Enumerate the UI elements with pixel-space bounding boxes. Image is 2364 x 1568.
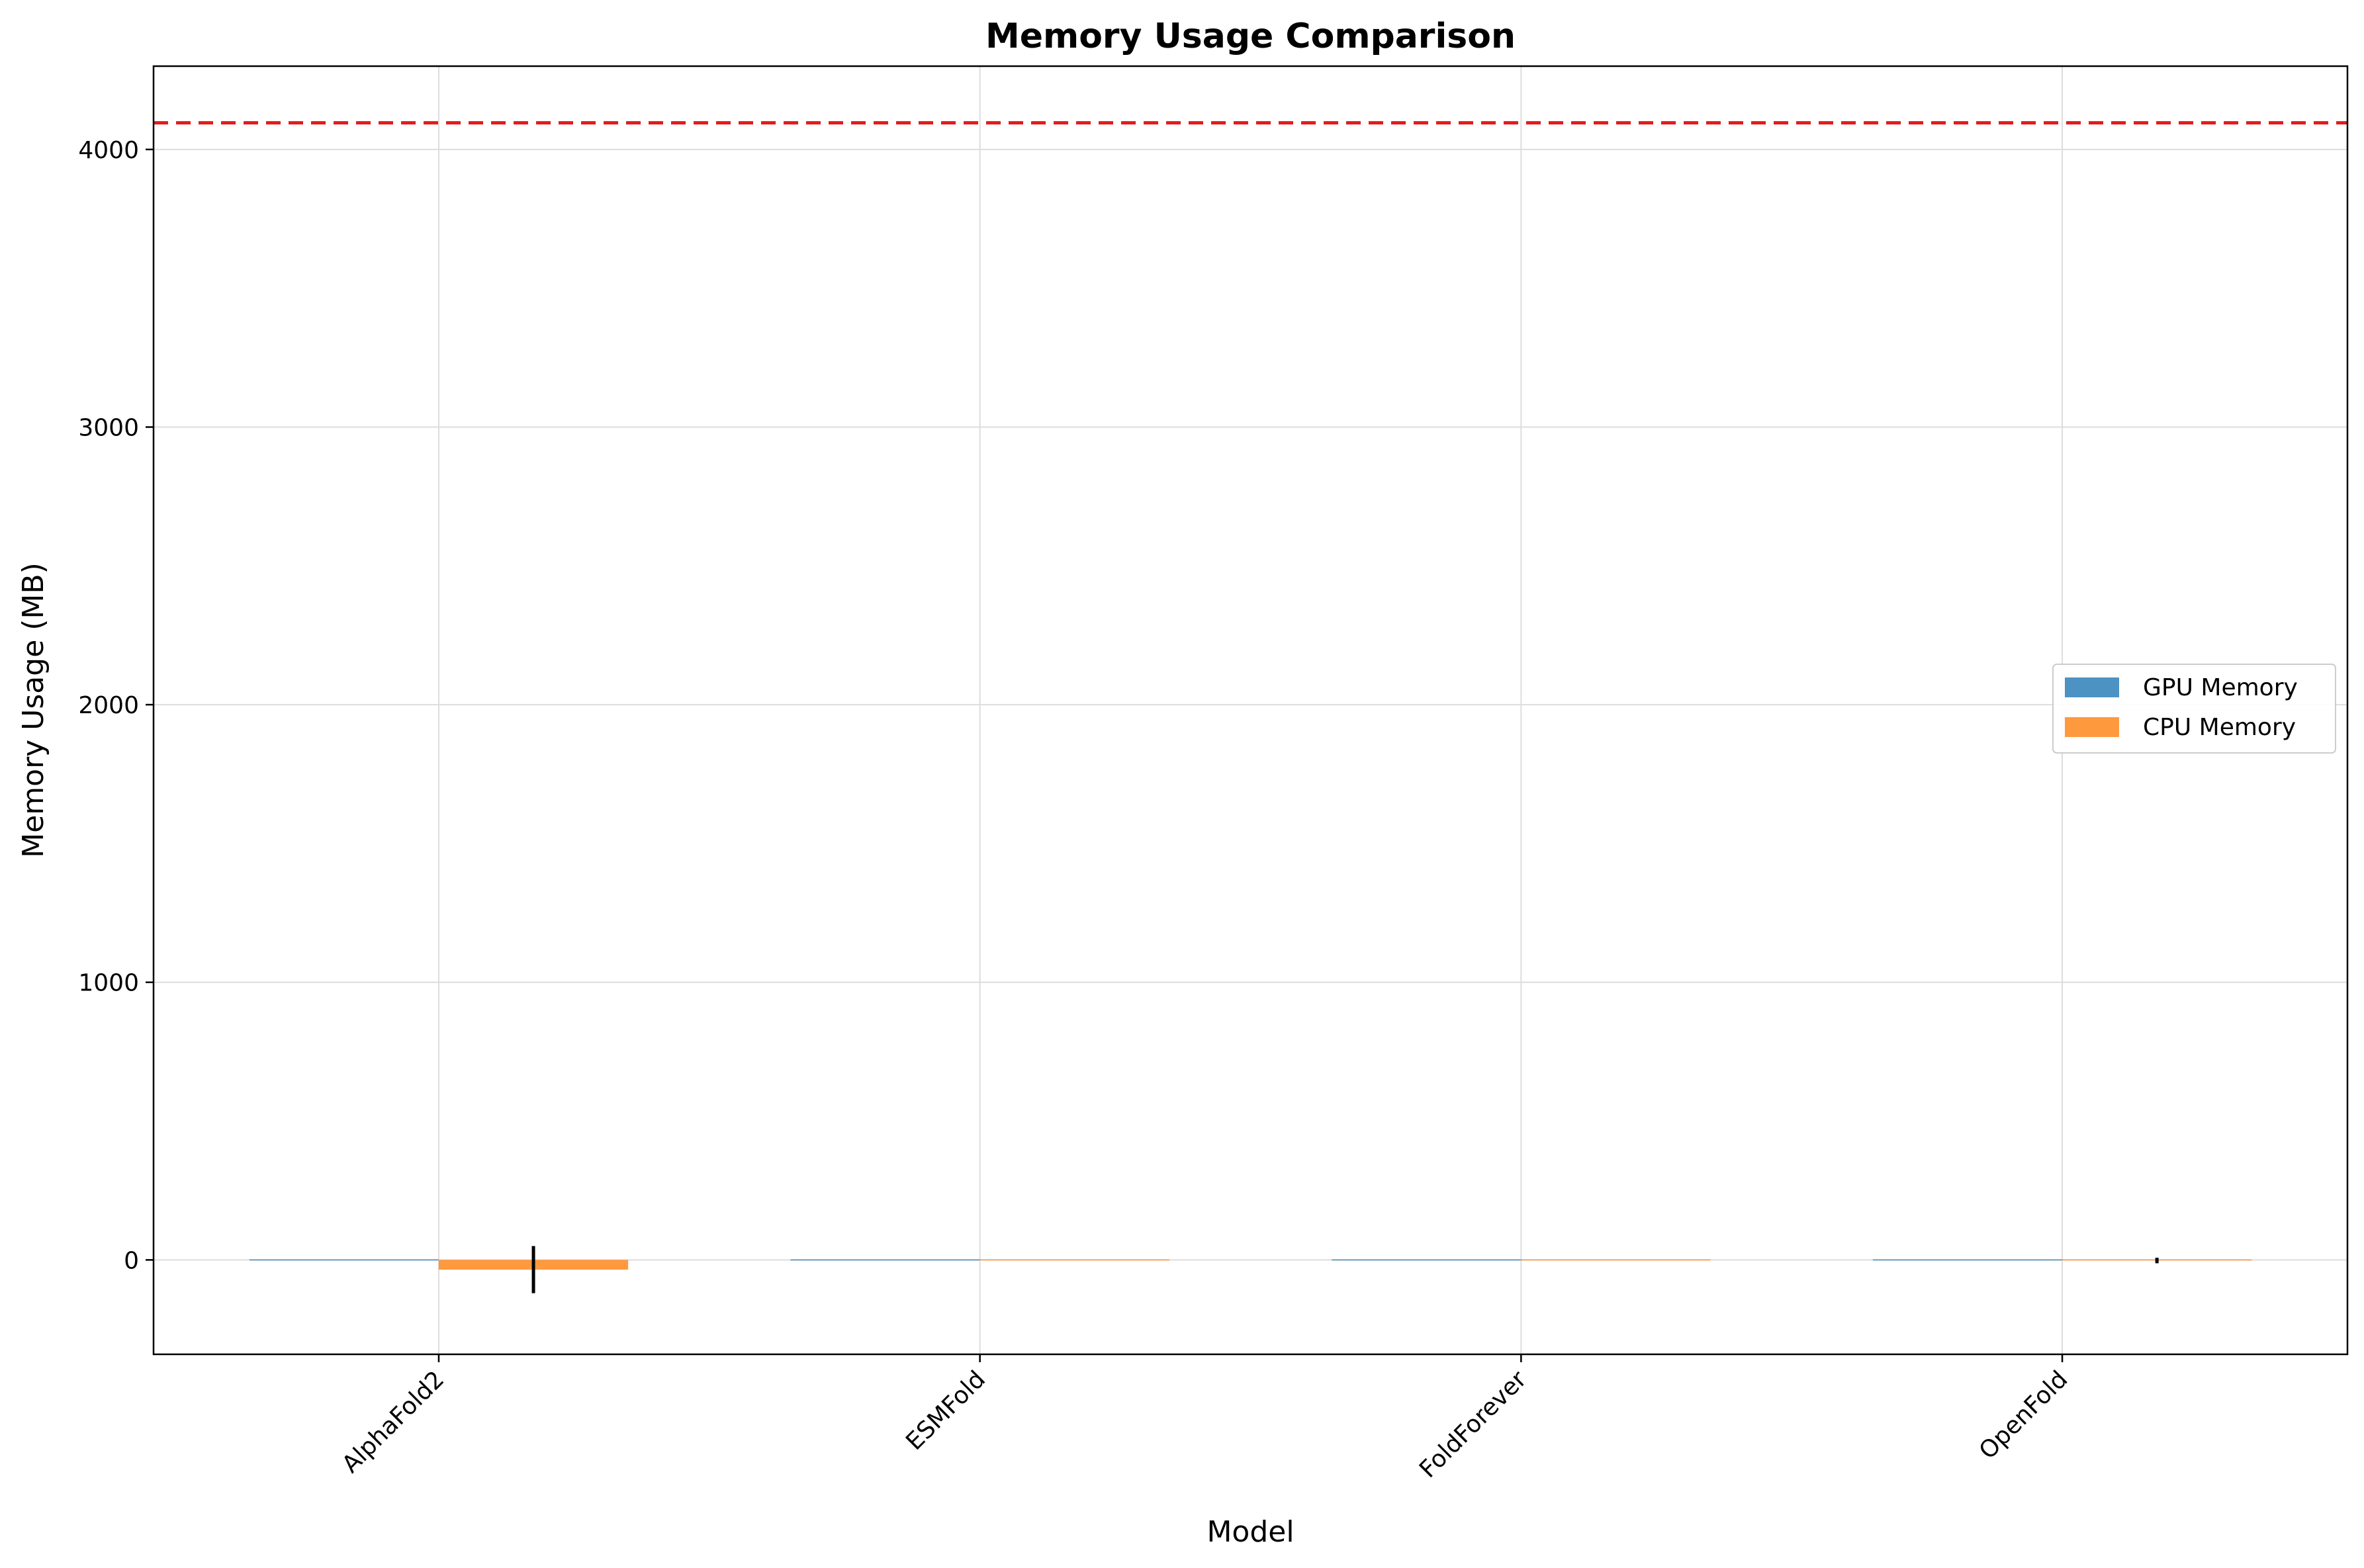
bar	[1521, 1259, 1711, 1261]
y-tick-label: 1000	[78, 970, 139, 997]
y-tick-label: 4000	[78, 137, 139, 164]
y-axis-label: Memory Usage (MB)	[17, 562, 50, 858]
y-tick-label: 0	[124, 1247, 139, 1274]
plot-area-frame	[152, 65, 2349, 1356]
legend-label: GPU Memory	[2143, 674, 2298, 701]
x-axis-label: Model	[1206, 1515, 1294, 1549]
y-tick-label: 2000	[78, 692, 139, 719]
legend-swatch	[2065, 717, 2119, 737]
legend-box	[2052, 664, 2336, 754]
legend: GPU Memory CPU Memory	[2052, 664, 2336, 754]
bar	[1332, 1259, 1522, 1261]
bar	[1872, 1259, 2063, 1261]
chart-title: Memory Usage Comparison	[985, 17, 1516, 56]
legend-swatch	[2065, 677, 2119, 697]
bar	[790, 1259, 980, 1261]
legend-label: CPU Memory	[2143, 714, 2296, 741]
bars-layer	[249, 1246, 2252, 1293]
bar	[979, 1259, 1169, 1261]
bar	[249, 1259, 439, 1261]
y-tick-label: 3000	[78, 414, 139, 441]
